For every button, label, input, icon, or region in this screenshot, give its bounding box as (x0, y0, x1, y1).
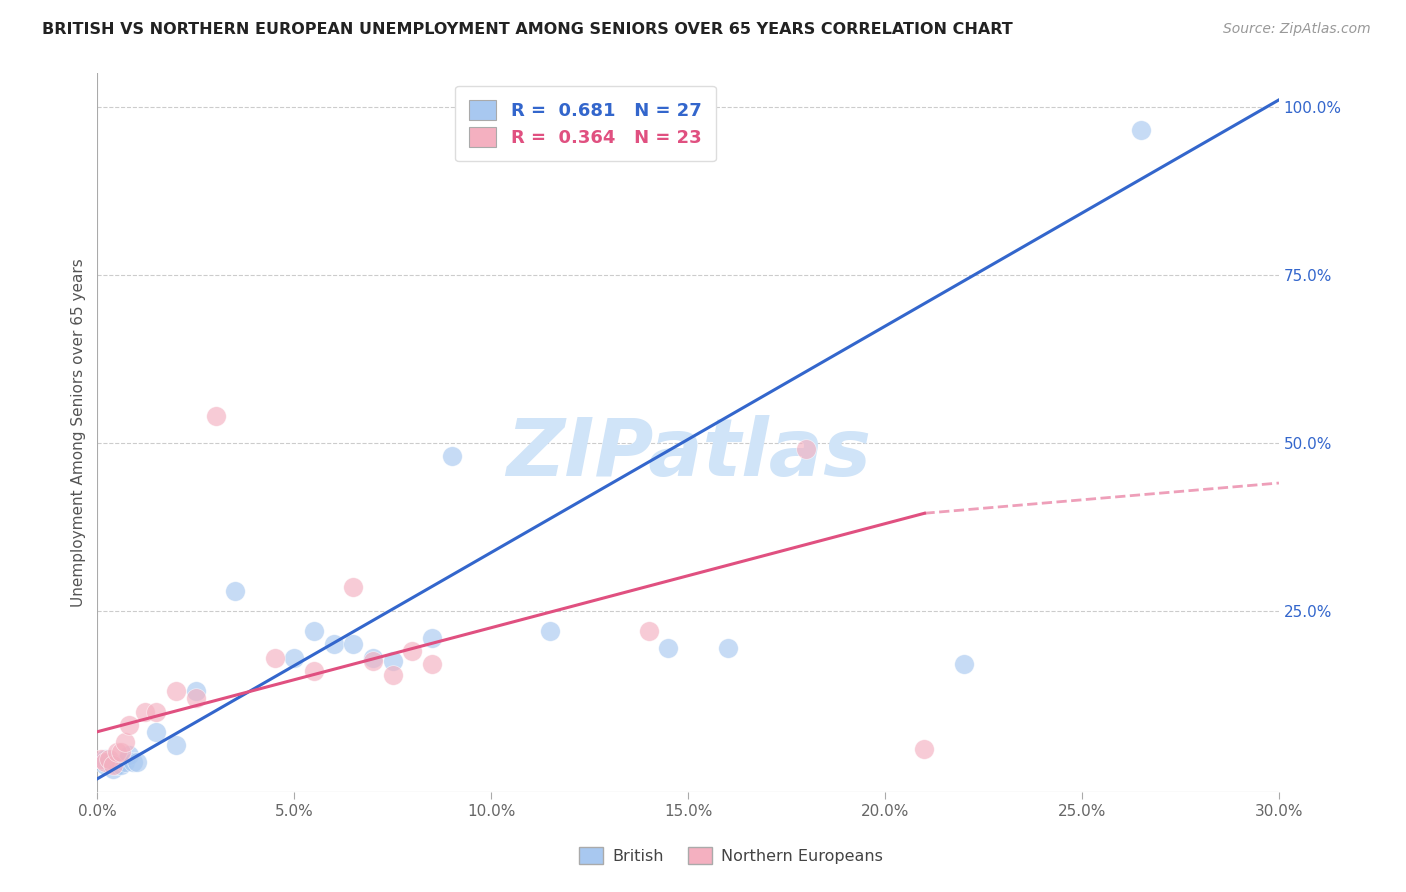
Point (114, 755, 136, 769)
Point (381, 667, 404, 681)
Point (1130, 123, 1153, 137)
Y-axis label: Unemployment Among Seniors over 65 years: Unemployment Among Seniors over 65 years (72, 258, 86, 607)
Point (121, 755, 143, 769)
Point (94, 751, 117, 765)
Point (794, 442, 817, 457)
Point (204, 409, 226, 423)
Point (94, 755, 117, 769)
Point (342, 580, 364, 594)
Point (101, 762, 124, 776)
Point (184, 691, 207, 706)
Point (401, 644, 423, 658)
Point (165, 684, 187, 698)
Point (637, 624, 659, 638)
Point (145, 724, 167, 739)
Point (145, 705, 167, 719)
Point (101, 758, 124, 772)
Point (110, 758, 132, 772)
Text: BRITISH VS NORTHERN EUROPEAN UNEMPLOYMENT AMONG SENIORS OVER 65 YEARS CORRELATIO: BRITISH VS NORTHERN EUROPEAN UNEMPLOYMEN… (42, 22, 1012, 37)
Point (110, 745, 132, 759)
Point (105, 758, 128, 772)
Point (114, 735, 136, 749)
Point (657, 640, 679, 655)
Point (125, 755, 148, 769)
Point (98, 751, 121, 765)
Point (94, 758, 117, 772)
Point (118, 718, 141, 732)
Point (716, 640, 738, 655)
Point (914, 741, 936, 756)
Point (953, 657, 976, 672)
Point (381, 654, 404, 668)
Point (420, 631, 443, 645)
Text: ZIPatlas: ZIPatlas (506, 415, 870, 493)
Point (105, 745, 128, 759)
Point (165, 738, 187, 752)
Point (361, 654, 384, 668)
Point (361, 650, 384, 665)
Point (90, 751, 112, 765)
Point (420, 657, 443, 672)
Point (224, 583, 246, 598)
Point (538, 624, 561, 638)
Point (263, 650, 285, 665)
Legend: R =  0.681   N = 27, R =  0.364   N = 23: R = 0.681 N = 27, R = 0.364 N = 23 (456, 86, 716, 161)
Point (134, 705, 156, 719)
Point (302, 624, 325, 638)
Point (184, 684, 207, 698)
Point (302, 664, 325, 678)
Text: Source: ZipAtlas.com: Source: ZipAtlas.com (1223, 22, 1371, 37)
Point (98, 755, 121, 769)
Point (342, 637, 364, 651)
Point (322, 637, 344, 651)
Point (283, 650, 305, 665)
Point (118, 748, 141, 763)
Legend: British, Northern Europeans: British, Northern Europeans (572, 840, 890, 871)
Point (440, 449, 463, 463)
